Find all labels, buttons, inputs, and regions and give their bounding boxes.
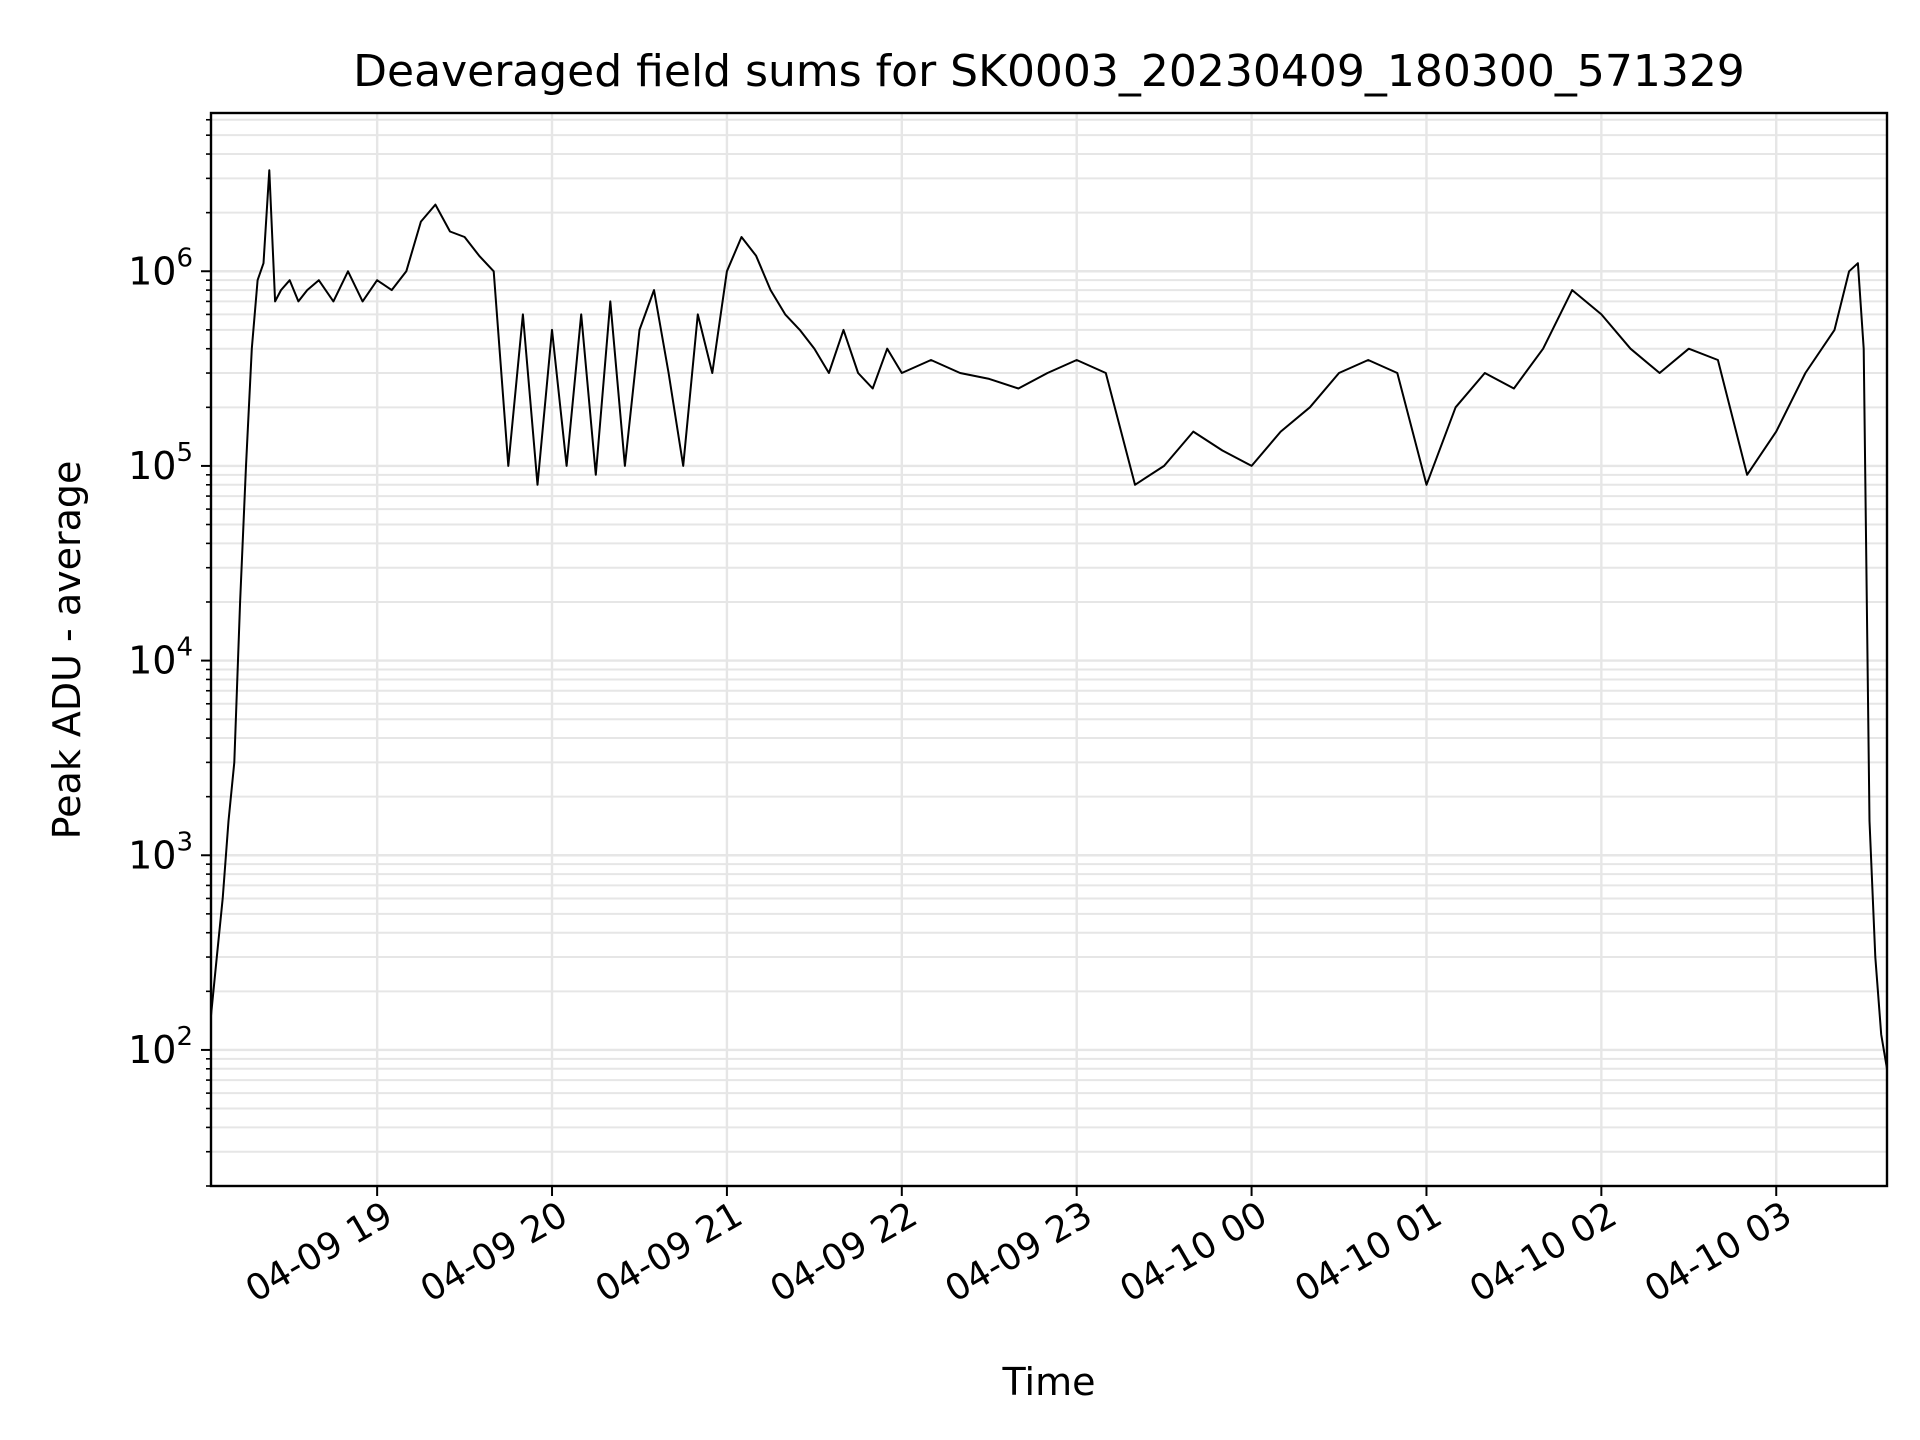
series-layer	[210, 169, 1888, 1069]
y-tick-label: 105	[128, 438, 193, 488]
y-axis-label: Peak ADU - average	[45, 461, 89, 840]
y-tick-label: 106	[128, 243, 193, 293]
chart-title: Deaveraged field sums for SK0003_2023040…	[353, 46, 1745, 97]
y-tick-label: 102	[128, 1022, 193, 1072]
plot-frame	[209, 111, 1889, 1188]
grid	[211, 113, 1887, 1187]
y-tick-label: 103	[128, 827, 193, 877]
y-tick-label: 104	[128, 633, 193, 683]
x-axis-label: Time	[1002, 1360, 1096, 1404]
series-line-0	[210, 169, 1888, 1069]
